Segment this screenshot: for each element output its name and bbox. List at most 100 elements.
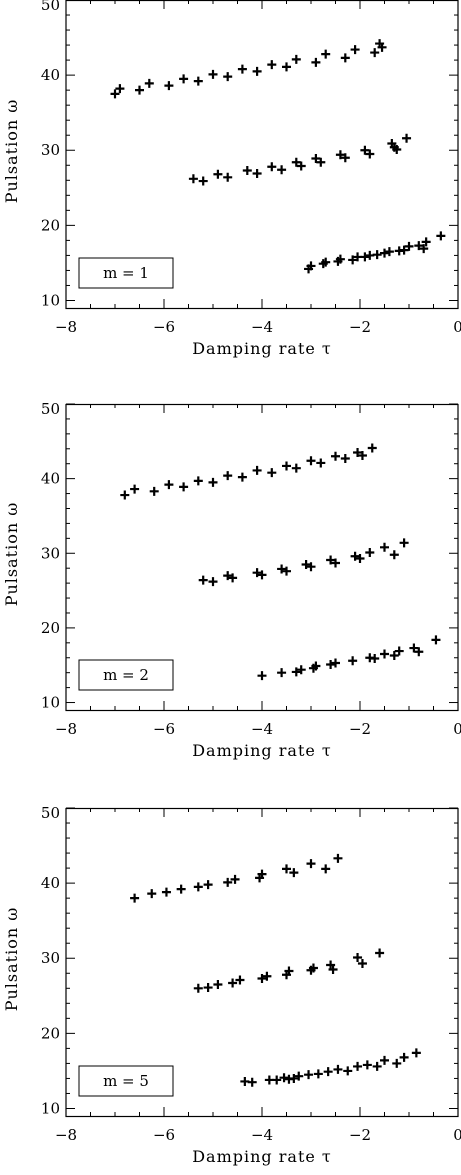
data-point <box>289 868 299 878</box>
data-point <box>193 476 203 486</box>
x-tick-label: −8 <box>55 1126 77 1144</box>
data-point <box>308 963 318 973</box>
data-point <box>272 1075 282 1085</box>
legend-box <box>78 257 174 289</box>
data-point <box>350 45 360 55</box>
data-point <box>380 542 389 552</box>
data-point <box>291 667 301 677</box>
data-point <box>193 882 203 892</box>
series-2 <box>193 948 385 993</box>
x-tick-label: −6 <box>153 720 175 738</box>
data-point <box>296 665 306 675</box>
data-point <box>208 577 218 587</box>
data-point <box>193 983 203 993</box>
data-point <box>362 1060 372 1070</box>
data-point <box>326 960 336 970</box>
data-point <box>377 42 387 52</box>
data-point <box>331 558 340 568</box>
data-point <box>237 64 247 74</box>
data-point <box>404 241 414 251</box>
data-point <box>223 172 233 182</box>
data-point <box>188 174 198 184</box>
data-point <box>389 651 399 661</box>
data-point <box>399 538 409 548</box>
y-tick-label: 40 <box>41 66 60 84</box>
x-tick-label: −8 <box>55 720 77 738</box>
data-point <box>384 247 394 257</box>
data-point <box>164 480 174 490</box>
data-point <box>311 154 321 164</box>
data-point <box>326 659 336 669</box>
data-point <box>223 877 233 887</box>
data-point <box>380 649 389 659</box>
data-point <box>380 248 389 258</box>
data-point <box>135 85 144 95</box>
data-point <box>399 1052 409 1062</box>
data-point <box>353 448 363 458</box>
data-point <box>130 893 140 903</box>
data-point <box>279 1073 289 1083</box>
x-axis-label: Damping rate τ <box>192 1147 332 1166</box>
data-point <box>436 231 446 241</box>
data-point <box>414 241 424 251</box>
legend-label: m = 1 <box>103 264 149 282</box>
data-point <box>311 57 321 67</box>
data-point <box>343 1066 353 1076</box>
data-point <box>370 654 380 664</box>
data-point <box>237 472 247 482</box>
data-point <box>350 551 360 561</box>
data-point <box>115 84 125 94</box>
data-point <box>360 145 370 155</box>
data-point <box>355 553 365 563</box>
x-tick-label: 0 <box>453 720 461 738</box>
data-point <box>294 1071 304 1081</box>
data-point <box>147 889 157 899</box>
data-point <box>372 250 382 260</box>
series-1 <box>110 39 387 99</box>
series-1 <box>120 443 377 500</box>
y-axis-label: Pulsation ω <box>2 99 21 204</box>
y-axis-label: Pulsation ω <box>2 907 21 1012</box>
x-tick-label: 0 <box>453 318 461 336</box>
y-tick-label: 20 <box>41 216 60 234</box>
y-tick-label: 40 <box>41 470 60 488</box>
data-point <box>208 477 218 487</box>
data-point <box>282 62 291 72</box>
chart-panel-2: −8 −6 −4 −2 0 10 20 30 40 50 Damping rate τ Pulsati… <box>2 400 461 760</box>
data-point <box>333 853 343 863</box>
data-point <box>389 550 399 560</box>
data-point <box>365 149 375 159</box>
data-point <box>311 661 321 671</box>
data-point <box>252 169 262 179</box>
data-point <box>411 1048 421 1058</box>
data-point <box>357 450 367 460</box>
data-point <box>380 1055 389 1065</box>
data-point <box>431 635 441 645</box>
data-point <box>176 884 186 894</box>
x-tick-label: −2 <box>349 318 371 336</box>
data-point <box>267 162 277 172</box>
data-point <box>340 153 350 163</box>
series-3 <box>257 635 441 681</box>
data-point <box>372 1061 382 1071</box>
data-point <box>348 255 358 265</box>
data-point <box>289 1073 299 1083</box>
data-point <box>252 66 262 76</box>
data-point <box>335 254 345 264</box>
data-point <box>306 859 316 869</box>
data-point <box>399 245 409 255</box>
data-point <box>282 461 291 471</box>
data-point <box>306 456 316 466</box>
data-point <box>353 1061 363 1071</box>
data-point <box>296 161 306 171</box>
x-tick-label: −4 <box>251 720 273 738</box>
data-point <box>321 864 331 874</box>
y-tick-label: 50 <box>41 0 60 14</box>
y-tick-label: 20 <box>41 1024 60 1042</box>
series-3 <box>240 1048 421 1087</box>
data-point <box>203 880 213 890</box>
data-point <box>306 562 316 572</box>
data-point <box>340 53 350 63</box>
data-point <box>353 952 363 962</box>
